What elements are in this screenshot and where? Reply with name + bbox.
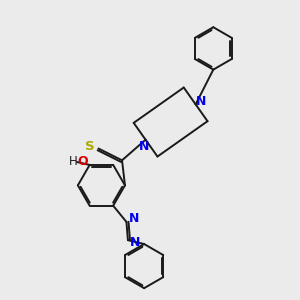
- Text: N: N: [139, 140, 149, 153]
- Text: N: N: [196, 95, 206, 108]
- Text: O: O: [77, 154, 88, 168]
- Text: N: N: [130, 236, 140, 249]
- Text: N: N: [129, 212, 139, 225]
- Text: S: S: [85, 140, 95, 153]
- Text: H: H: [68, 154, 77, 168]
